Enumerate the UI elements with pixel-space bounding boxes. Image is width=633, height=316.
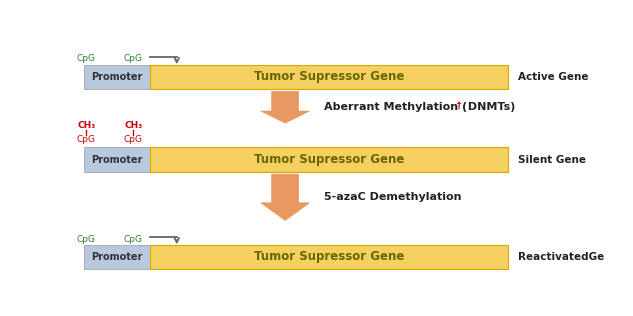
Text: ↑: ↑ — [454, 100, 463, 111]
Text: Active Gene: Active Gene — [518, 72, 589, 82]
Text: ReactivatedGe: ReactivatedGe — [518, 252, 605, 262]
Text: Silent Gene: Silent Gene — [518, 155, 586, 165]
Bar — [150, 147, 508, 172]
Text: Tumor Supressor Gene: Tumor Supressor Gene — [254, 153, 404, 166]
Text: CH₃: CH₃ — [77, 121, 96, 131]
Bar — [150, 65, 508, 89]
Text: Aberrant Methylation (: Aberrant Methylation ( — [325, 102, 468, 112]
Text: Promoter: Promoter — [91, 72, 142, 82]
Bar — [84, 147, 150, 172]
Text: 5-azaC Demethylation: 5-azaC Demethylation — [325, 192, 462, 202]
Polygon shape — [261, 91, 310, 123]
Text: DNMTs): DNMTs) — [464, 102, 516, 112]
Text: CpG: CpG — [77, 234, 96, 244]
Polygon shape — [261, 174, 310, 221]
Bar — [84, 65, 150, 89]
Text: CpG: CpG — [124, 54, 143, 64]
Text: CpG: CpG — [124, 135, 143, 144]
Text: Tumor Supressor Gene: Tumor Supressor Gene — [254, 70, 404, 83]
Text: CH₃: CH₃ — [124, 121, 142, 131]
Text: Promoter: Promoter — [91, 155, 142, 165]
Bar — [84, 245, 150, 269]
Text: Promoter: Promoter — [91, 252, 142, 262]
Text: CpG: CpG — [124, 234, 143, 244]
Text: Tumor Supressor Gene: Tumor Supressor Gene — [254, 250, 404, 264]
Text: CpG: CpG — [77, 54, 96, 64]
Bar — [150, 245, 508, 269]
Text: CpG: CpG — [77, 135, 96, 144]
